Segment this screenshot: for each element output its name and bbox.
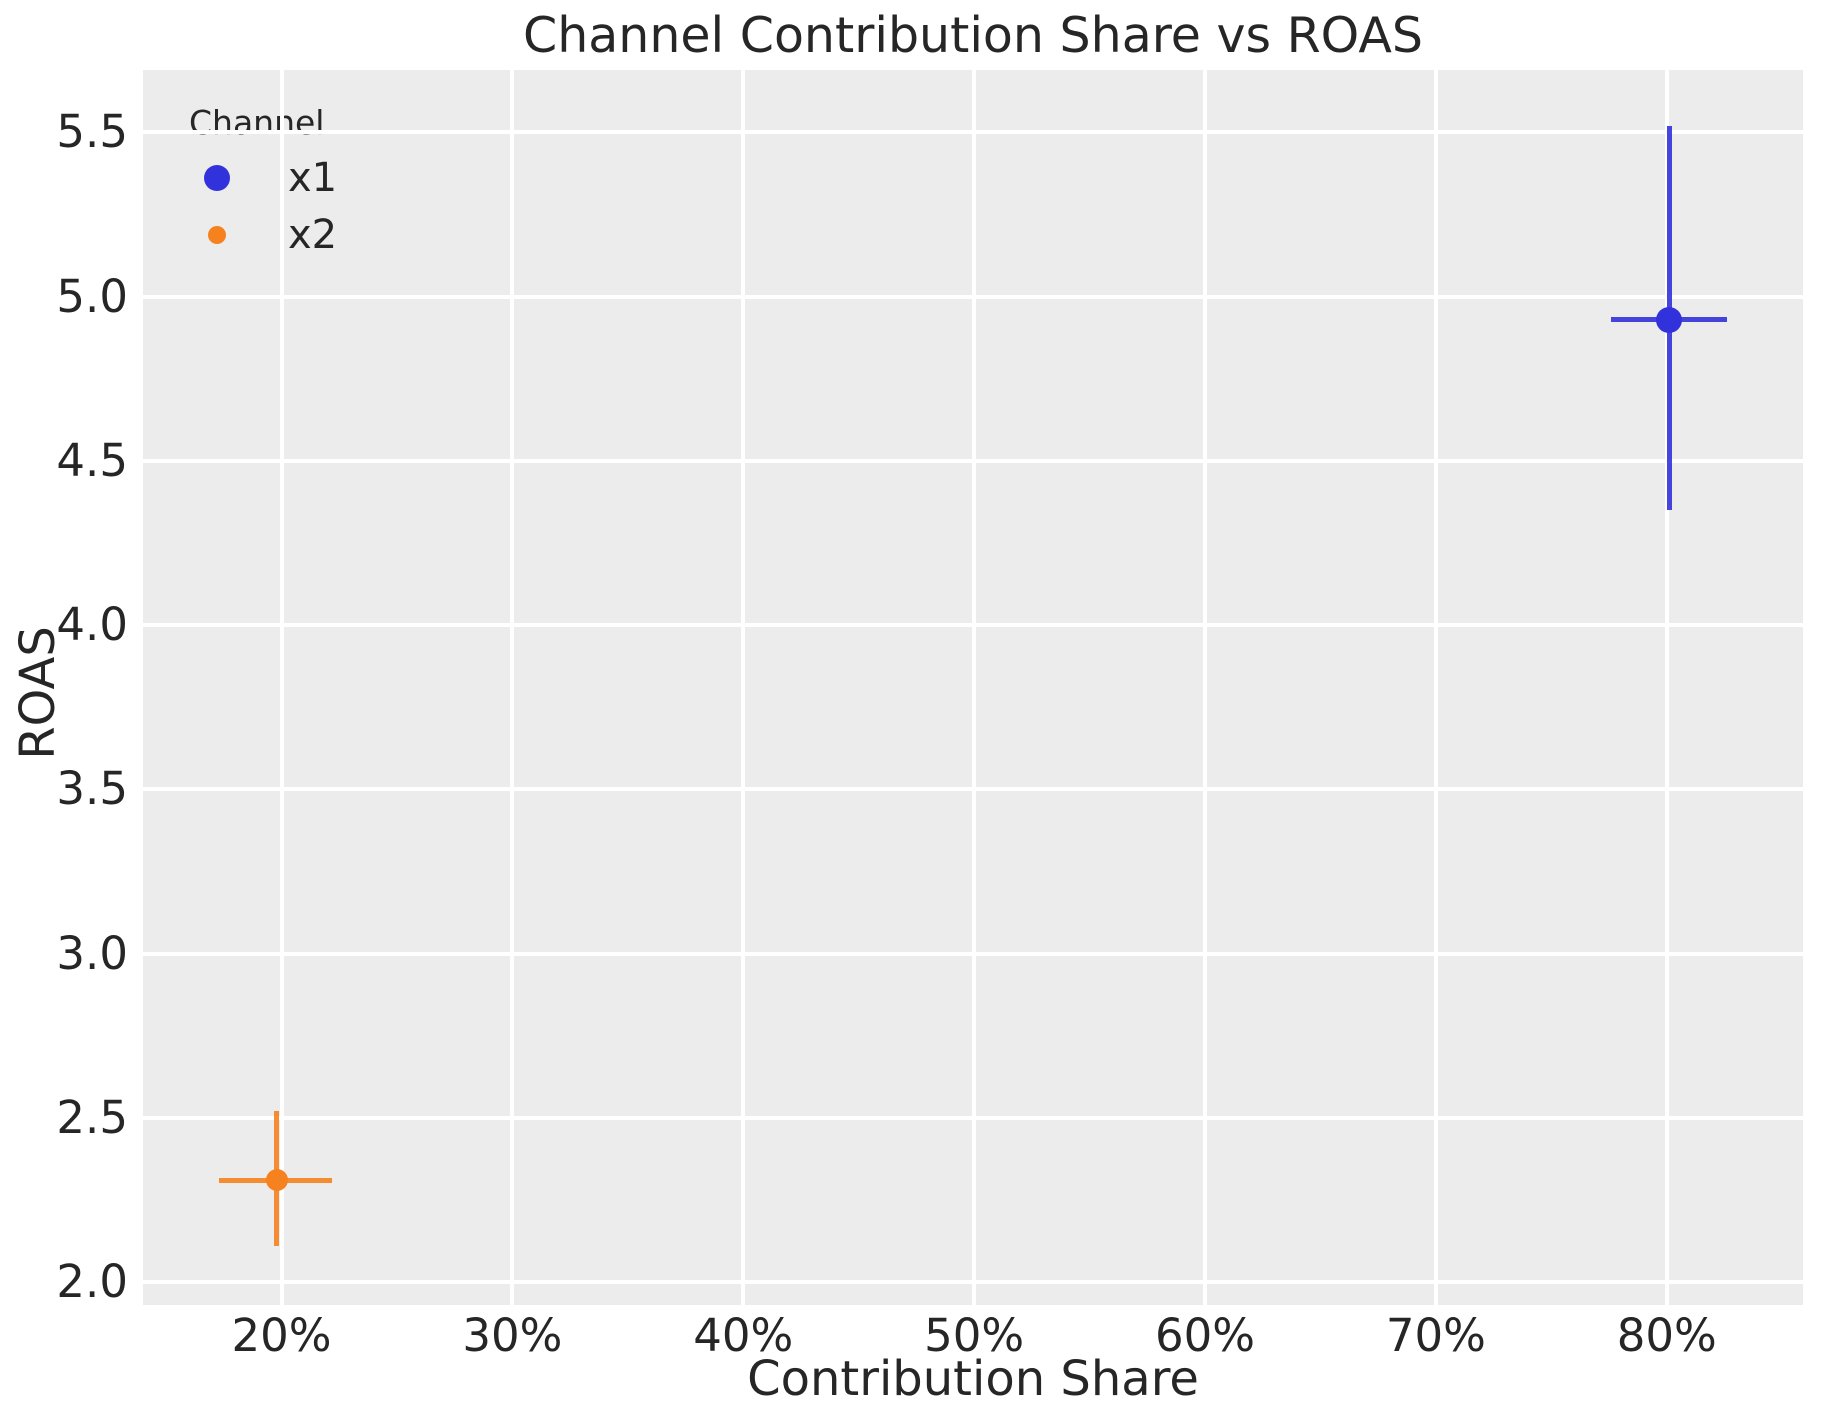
x-tick-label: 70%	[1385, 1309, 1486, 1362]
y-tick-label: 2.5	[56, 1090, 128, 1144]
gridline-horizontal	[143, 1280, 1803, 1284]
gridline-horizontal	[143, 294, 1803, 299]
gridline-horizontal	[143, 787, 1803, 792]
gridline-vertical	[741, 70, 746, 1305]
x-tick-label: 30%	[462, 1309, 563, 1362]
x-axis-label: Contribution Share	[747, 1351, 1199, 1407]
legend-swatch-x1	[204, 165, 230, 191]
y-tick-label: 5.5	[56, 105, 128, 159]
gridline-vertical	[1203, 70, 1208, 1305]
gridline-horizontal	[143, 130, 1803, 135]
chart-title: Channel Contribution Share vs ROAS	[522, 7, 1424, 64]
x-tick-label: 20%	[231, 1309, 332, 1362]
data-point-x1	[1656, 306, 1683, 333]
gridline-vertical	[1664, 70, 1669, 1305]
y-tick-label: 3.0	[56, 926, 128, 980]
y-tick-label: 5.0	[56, 269, 128, 323]
y-tick-label: 4.5	[56, 433, 128, 487]
gridline-horizontal	[143, 1115, 1803, 1120]
y-axis-label: ROAS	[10, 626, 66, 760]
x-tick-label: 80%	[1616, 1309, 1717, 1362]
x-tick-label: 40%	[693, 1309, 794, 1362]
data-point-x2	[265, 1169, 288, 1192]
x-tick-label: 60%	[1155, 1309, 1256, 1362]
legend-swatch-x2	[208, 226, 226, 244]
gridline-horizontal	[143, 623, 1803, 628]
legend-title: Channel	[189, 103, 325, 142]
gridline-vertical	[510, 70, 515, 1305]
gridline-vertical	[279, 70, 284, 1305]
y-tick-label: 3.5	[56, 762, 128, 816]
gridline-vertical	[1433, 70, 1438, 1305]
plot-area: Channel x1 x2	[143, 70, 1803, 1305]
gridline-vertical	[972, 70, 977, 1305]
gridline-horizontal	[143, 458, 1803, 463]
y-tick-label: 4.0	[56, 598, 128, 652]
legend-label-x2: x2	[288, 212, 338, 258]
legend-label-x1: x1	[288, 155, 338, 201]
x-tick-label: 50%	[924, 1309, 1025, 1362]
y-tick-label: 2.0	[56, 1255, 128, 1308]
gridline-horizontal	[143, 951, 1803, 956]
